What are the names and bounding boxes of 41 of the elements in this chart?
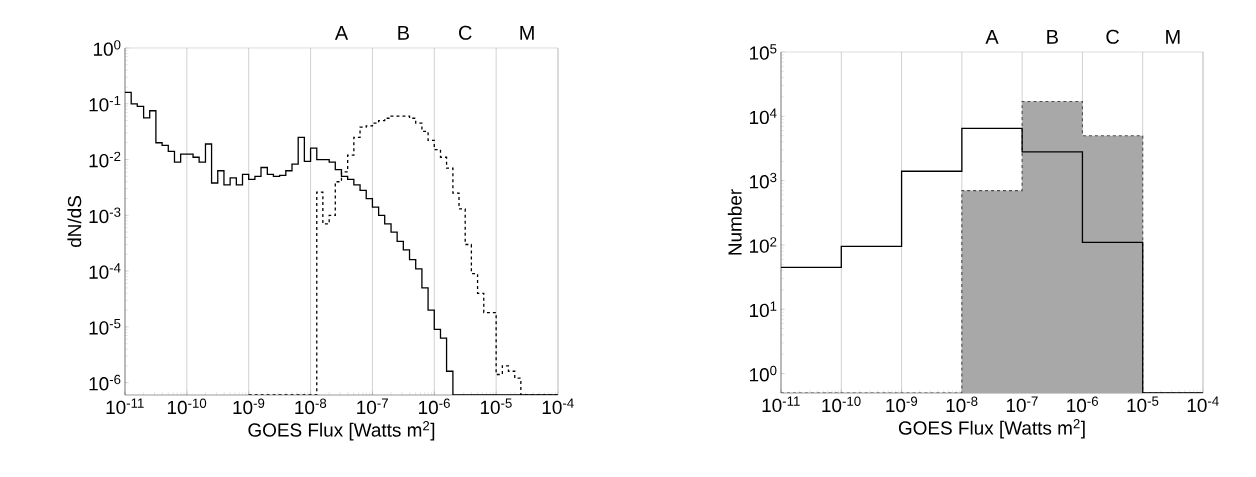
y-tick-label: 10$^{5}$ bbox=[750, 44, 777, 60]
text: A bbox=[334, 26, 349, 40]
text: M bbox=[1166, 30, 1180, 44]
x-tick-label: 10$^{-6}$ bbox=[1067, 396, 1099, 413]
x-tick-label: 10$^{-10}$ bbox=[822, 396, 861, 413]
text: C bbox=[459, 25, 472, 40]
x-tick-label: 10$^{-8}$ bbox=[295, 398, 327, 415]
y-tick-label: 10$^{0}$ bbox=[93, 40, 121, 56]
x-tick-label: 10$^{-11}$ bbox=[106, 398, 144, 415]
y-tick-label: 10$^{4}$ bbox=[750, 108, 777, 125]
y-tick-label: 10$^{-5}$ bbox=[89, 319, 121, 335]
x-tick-label: 10$^{-4}$ bbox=[1187, 396, 1219, 413]
x-tick-label: 10$^{-5}$ bbox=[1127, 396, 1159, 413]
x-tick-label: 10$^{-7}$ bbox=[1006, 396, 1038, 413]
y-tick-label: 10$^{2}$ bbox=[750, 237, 777, 253]
text: C bbox=[1106, 29, 1120, 44]
x-axis-title: GOES Flux [Watts m$^{2}$] bbox=[248, 421, 435, 441]
x-tick-label: 10$^{-9}$ bbox=[886, 396, 918, 413]
text: M bbox=[520, 26, 534, 40]
y-tick-label: 10$^{0}$ bbox=[750, 365, 777, 382]
x-axis-title: GOES Flux [Watts m$^{2}$] bbox=[898, 419, 1085, 439]
y-tick-label: 10$^{-2}$ bbox=[89, 151, 121, 168]
x-tick-label: 10$^{-5}$ bbox=[480, 398, 512, 415]
text: B bbox=[398, 26, 409, 40]
x-tick-label: 10$^{-7}$ bbox=[357, 398, 388, 415]
text: B bbox=[1047, 30, 1058, 44]
x-tick-label: 10$^{-8}$ bbox=[946, 396, 978, 413]
y-tick-label: 10$^{-3}$ bbox=[89, 207, 121, 224]
y-axis-title: Number bbox=[727, 189, 742, 255]
y-tick-label: 10$^{1}$ bbox=[750, 301, 777, 318]
x-tick-label: 10$^{-11}$ bbox=[762, 396, 800, 413]
y-axis-title: dN/dS bbox=[67, 196, 82, 248]
text: A bbox=[985, 30, 999, 44]
y-tick-label: 10$^{-6}$ bbox=[89, 374, 121, 391]
x-tick-label: 10$^{-6}$ bbox=[419, 398, 450, 415]
y-tick-label: 10$^{-1}$ bbox=[89, 96, 121, 112]
y-tick-label: 10$^{-4}$ bbox=[89, 263, 121, 279]
x-tick-label: 10$^{-10}$ bbox=[167, 398, 207, 415]
y-tick-label: 10$^{3}$ bbox=[750, 172, 777, 189]
x-tick-label: 10$^{-4}$ bbox=[542, 398, 574, 415]
x-tick-label: 10$^{-9}$ bbox=[233, 398, 265, 415]
